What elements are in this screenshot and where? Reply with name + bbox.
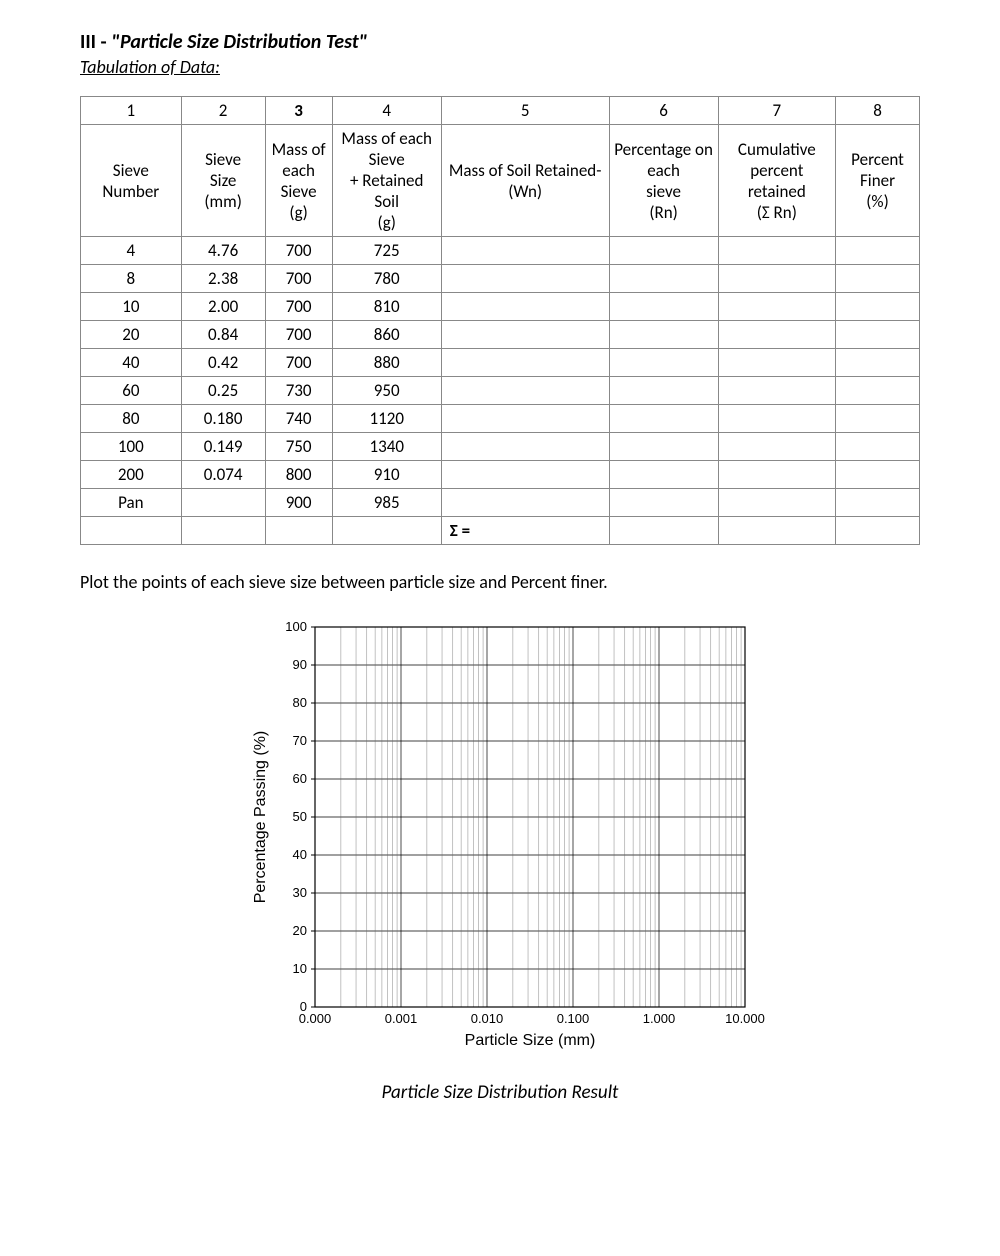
table-row: Pan900985 [81,489,920,517]
svg-text:50: 50 [293,809,307,824]
svg-text:40: 40 [293,847,307,862]
table-row: 82.38700780 [81,265,920,293]
svg-text:100: 100 [285,619,307,634]
table-row: 400.42700880 [81,349,920,377]
svg-text:10: 10 [293,961,307,976]
svg-text:0.001: 0.001 [385,1011,418,1026]
col-num-8: 8 [836,97,920,125]
chart-title-below: Particle Size Distribution Result [80,1081,920,1104]
svg-text:30: 30 [293,885,307,900]
col-label-4: Mass of each Sieve+ Retained Soil(g) [332,125,441,237]
svg-text:80: 80 [293,695,307,710]
col-label-6: Percentage on eachsieve(Rn) [609,125,718,237]
table-row: 600.25730950 [81,377,920,405]
heading-prefix: III - [80,30,107,54]
heading-subtitle: Tabulation of Data: [80,56,920,78]
col-label-3: Mass of each Sieve(g) [265,125,332,237]
heading-title: "Particle Size Distribution Test" [111,30,367,54]
table-header-numbers: 12345678 [81,97,920,125]
col-num-6: 6 [609,97,718,125]
table-row: 102.00700810 [81,293,920,321]
particle-size-chart: 01020304050607080901000.0000.0010.0100.1… [230,607,770,1077]
col-label-2: SieveSize(mm) [181,125,265,237]
svg-text:90: 90 [293,657,307,672]
table-row: 2000.074800910 [81,461,920,489]
col-label-7: Cumulative percentretained(Σ Rn) [718,125,835,237]
svg-text:0.010: 0.010 [471,1011,504,1026]
col-label-1: SieveNumber [81,125,182,237]
table-body: 44.7670072582.38700780102.00700810200.84… [81,237,920,545]
x-axis-label: Particle Size (mm) [465,1032,596,1049]
col-label-8: PercentFiner(%) [836,125,920,237]
table-row: 44.76700725 [81,237,920,265]
col-num-3: 3 [265,97,332,125]
plot-instruction: Plot the points of each sieve size betwe… [80,571,920,593]
col-num-7: 7 [718,97,835,125]
col-num-5: 5 [441,97,609,125]
svg-text:20: 20 [293,923,307,938]
sieve-data-table: 12345678 SieveNumberSieveSize(mm)Mass of… [80,96,920,545]
table-sum-row: Σ = [81,517,920,545]
svg-text:1.000: 1.000 [643,1011,676,1026]
col-num-4: 4 [332,97,441,125]
section-heading: III - "Particle Size Distribution Test" [80,30,920,54]
col-num-1: 1 [81,97,182,125]
svg-text:70: 70 [293,733,307,748]
svg-text:0.000: 0.000 [299,1011,332,1026]
svg-text:0.100: 0.100 [557,1011,590,1026]
svg-text:60: 60 [293,771,307,786]
svg-text:10.000: 10.000 [725,1011,765,1026]
col-label-5: Mass of Soil Retained-(Wn) [441,125,609,237]
table-header-labels: SieveNumberSieveSize(mm)Mass of each Sie… [81,125,920,237]
y-axis-label: Percentage Passing (%) [252,731,269,904]
table-row: 200.84700860 [81,321,920,349]
table-row: 1000.1497501340 [81,433,920,461]
col-num-2: 2 [181,97,265,125]
table-row: 800.1807401120 [81,405,920,433]
